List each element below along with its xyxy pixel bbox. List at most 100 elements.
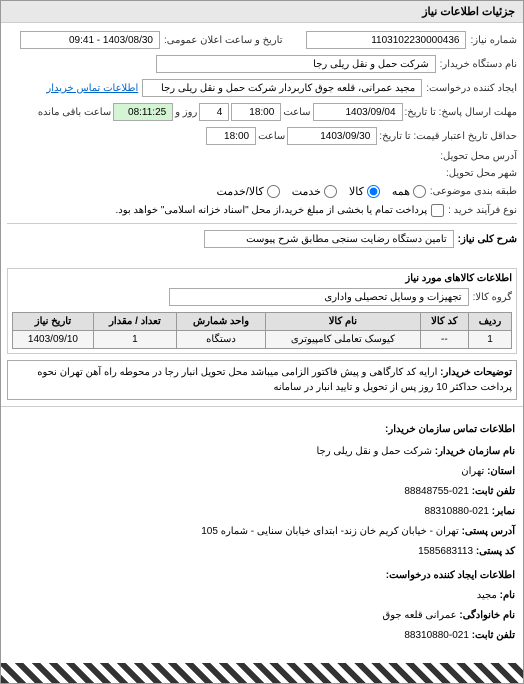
row-delivery-city: شهر محل تحویل: [7,168,517,179]
radio-service-input[interactable] [324,185,337,198]
announce-date-field: 1403/08/30 - 09:41 [20,31,160,49]
purchase-process-note: پرداخت تمام یا بخشی از مبلغ خرید،از محل … [116,205,428,216]
col-date: تاریخ نیاز [13,313,94,331]
row-deadline: مهلت ارسال پاسخ: تا تاریخ: 1403/09/04 سا… [7,103,517,121]
row-delivery-address: آدرس محل تحویل: [7,151,517,162]
announce-date-label: تاریخ و ساعت اعلان عمومی: [164,35,283,46]
row-buyer-device: نام دستگاه خریدار: شرکت حمل و نقل ریلی ر… [7,55,517,73]
table-row: 1 -- کیوسک تعاملی کامپیوتری دستگاه 1 140… [13,331,512,349]
form-section: شماره نیاز: 1103102230000436 تاریخ و ساع… [1,23,523,262]
fax: 021-88310880 [424,506,489,517]
validity-time-label: ساعت [258,131,285,142]
contact-section: اطلاعات تماس سازمان خریدار: نام سازمان خ… [1,413,523,655]
radio-all[interactable]: همه [392,185,426,198]
surname: عمرانی قلعه جوق [382,610,456,621]
main-desc-label: شرح کلی نیاز: [458,234,517,245]
address-label: آدرس پستی: [462,526,515,537]
radio-goods-service[interactable]: کالا/خدمت [217,185,280,198]
radio-service[interactable]: خدمت [292,185,337,198]
cell-date: 1403/09/10 [13,331,94,349]
col-unit: واحد شمارش [176,313,265,331]
row-category: طبقه بندی موضوعی: همه کالا خدمت کالا/خدم… [7,185,517,198]
divider [7,223,517,224]
divider-2 [1,406,523,407]
category-label: طبقه بندی موضوعی: [430,186,517,197]
purchase-checkbox[interactable] [431,204,444,217]
purchase-checkbox-row: پرداخت تمام یا بخشی از مبلغ خرید،از محل … [116,204,445,217]
cell-unit: دستگاه [176,331,265,349]
radio-goods-service-label: کالا/خدمت [217,185,264,198]
validity-time-field: 18:00 [206,127,256,145]
buyer-contact-link[interactable]: اطلاعات تماس خریدار [46,83,138,94]
days-label: روز و [175,107,197,118]
contact-phone: تلفن ثابت: 021-88848755 [9,483,515,501]
requester-label: ایجاد کننده درخواست: [426,83,517,94]
radio-goods-input[interactable] [367,185,380,198]
row-main-desc: شرح کلی نیاز: تامین دستگاه رضایت سنجی مط… [7,230,517,248]
contact-section-title: اطلاعات تماس سازمان خریدار: [9,421,515,439]
contact-org: نام سازمان خریدار: شرکت حمل و نقل ریلی ر… [9,443,515,461]
org-name-label: نام سازمان خریدار: [435,446,515,457]
radio-goods-service-input[interactable] [267,185,280,198]
main-container: جزئیات اطلاعات نیاز شماره نیاز: 11031022… [0,0,524,684]
page-title: جزئیات اطلاعات نیاز [1,1,523,23]
deadline-time-label: ساعت [283,107,310,118]
postal-code-label: کد پستی: [476,546,515,557]
radio-goods-label: کالا [349,185,364,198]
province-label: استان: [487,466,515,477]
cell-num: 1 [469,331,512,349]
striped-footer [1,663,523,683]
time-left-field: 08:11:25 [113,103,173,121]
row-goods-category: گروه کالا: تجهیزات و وسایل تحصیلی واداری [12,288,512,306]
col-row: ردیف [469,313,512,331]
validity-label: حداقل تاریخ اعتبار قیمت: تا تاریخ: [379,131,517,142]
requester-field: مجید عمرانی، قلعه جوق کاربردار شرکت حمل … [142,79,422,97]
buyer-device-label: نام دستگاه خریدار: [440,59,517,70]
delivery-address-label: آدرس محل تحویل: [440,151,517,162]
radio-goods[interactable]: کالا [349,185,380,198]
cell-code: -- [420,331,468,349]
purchase-process-label: نوع فرآیند خرید : [448,205,517,216]
contact-province: استان: تهران [9,463,515,481]
contact-postal: کد پستی: 1585683113 [9,543,515,561]
col-code: کد کالا [420,313,468,331]
main-desc-field: تامین دستگاه رضایت سنجی مطابق شرح پیوست [204,230,454,248]
goods-category-label: گروه کالا: [473,292,512,303]
col-name: نام کالا [266,313,421,331]
goods-section: اطلاعات کالاهای مورد نیاز گروه کالا: تجه… [7,268,517,354]
contact-name: نام: مجید [9,587,515,605]
fax-label: نمابر: [492,506,515,517]
contact-surname: نام خانوادگی: عمرانی قلعه جوق [9,607,515,625]
row-validity: حداقل تاریخ اعتبار قیمت: تا تاریخ: 1403/… [7,127,517,145]
row-requester: ایجاد کننده درخواست: مجید عمرانی، قلعه ج… [7,79,517,97]
contact-fax: نمابر: 021-88310880 [9,503,515,521]
cell-qty: 1 [93,331,176,349]
org-name: شرکت حمل و نقل ریلی رجا [317,446,432,457]
goods-table: ردیف کد کالا نام کالا واحد شمارش تعداد /… [12,312,512,349]
req-phone: 021-88310880 [404,630,469,641]
deadline-date-field: 1403/09/04 [313,103,403,121]
province: تهران [461,466,484,477]
contact-req-phone: تلفن ثابت: 021-88310880 [9,627,515,645]
deadline-time-field: 18:00 [231,103,281,121]
request-number-label: شماره نیاز: [470,35,517,46]
extra-desc-label: توضیحات خریدار: [440,367,512,378]
col-qty: تعداد / مقدار [93,313,176,331]
contact-address: آدرس پستی: تهران - خیابان کریم خان زند- … [9,523,515,541]
validity-date-field: 1403/09/30 [287,127,377,145]
cell-name: کیوسک تعاملی کامپیوتری [266,331,421,349]
category-radio-group: همه کالا خدمت کالا/خدمت [217,185,426,198]
radio-service-label: خدمت [292,185,321,198]
days-left-field: 4 [199,103,229,121]
delivery-city-label: شهر محل تحویل: [446,168,517,179]
row-request-number: شماره نیاز: 1103102230000436 تاریخ و ساع… [7,31,517,49]
row-purchase-process: نوع فرآیند خرید : پرداخت تمام یا بخشی از… [7,204,517,217]
phone-label: تلفن ثابت: [472,486,515,497]
radio-all-label: همه [392,185,410,198]
radio-all-input[interactable] [413,185,426,198]
extra-desc-box: توضیحات خریدار: ارایه کد کارگاهی و پیش ف… [7,360,517,400]
table-header-row: ردیف کد کالا نام کالا واحد شمارش تعداد /… [13,313,512,331]
request-number-field: 1103102230000436 [306,31,466,49]
goods-category-field: تجهیزات و وسایل تحصیلی واداری [169,288,469,306]
name-label: نام: [500,590,515,601]
